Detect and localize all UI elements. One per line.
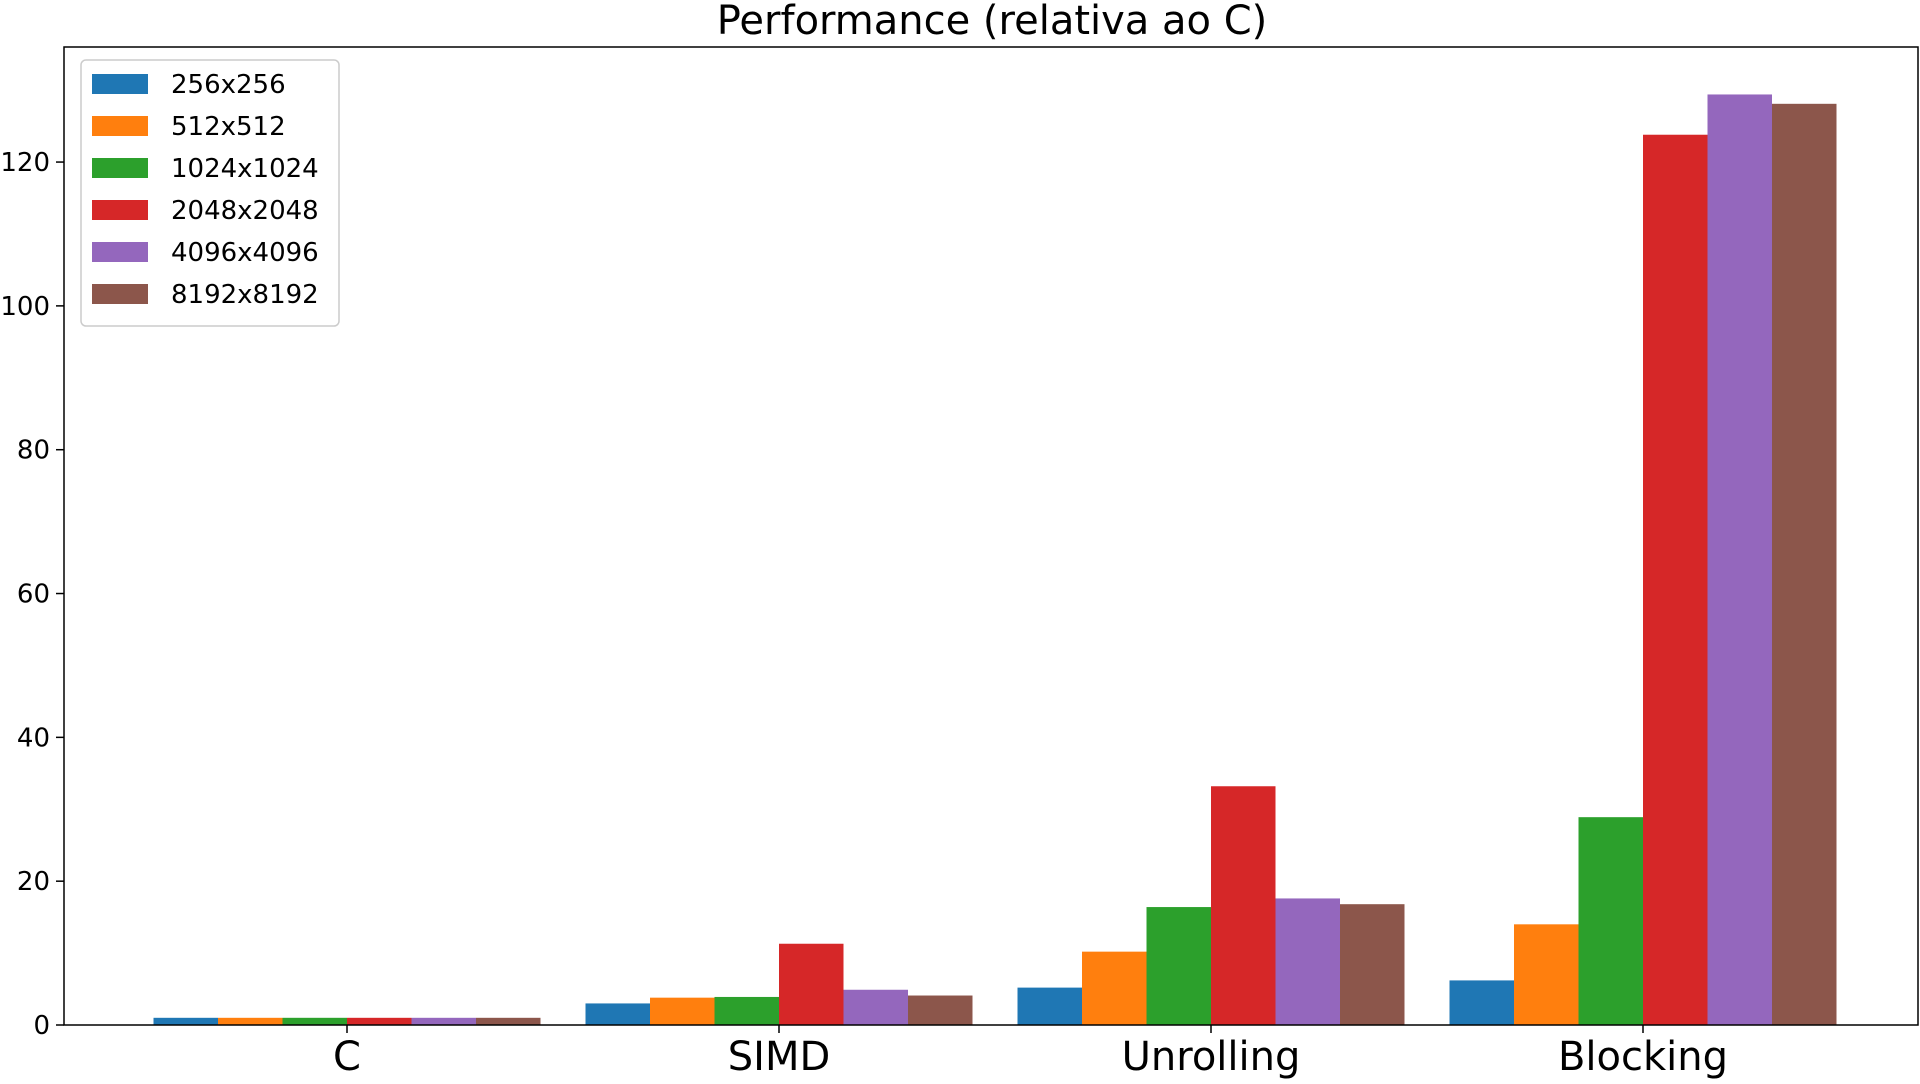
y-tick-label: 20 bbox=[17, 867, 50, 897]
y-tick-label: 80 bbox=[17, 436, 50, 466]
x-tick-label: C bbox=[333, 1034, 361, 1080]
bar-4096x4096-SIMD bbox=[843, 989, 908, 1025]
bar-512x512-C bbox=[218, 1017, 283, 1025]
bar-256x256-SIMD bbox=[585, 1003, 650, 1025]
bar-256x256-C bbox=[153, 1017, 218, 1025]
legend-label-256x256: 256x256 bbox=[171, 70, 286, 100]
y-tick-label: 40 bbox=[17, 723, 50, 753]
legend-swatch-8192x8192 bbox=[92, 284, 148, 304]
legend-swatch-256x256 bbox=[92, 74, 148, 94]
bar-4096x4096-Unrolling bbox=[1275, 898, 1340, 1025]
bar-1024x1024-Unrolling bbox=[1146, 907, 1211, 1025]
legend-swatch-2048x2048 bbox=[92, 200, 148, 220]
bar-2048x2048-SIMD bbox=[779, 943, 844, 1025]
y-tick-label: 60 bbox=[17, 580, 50, 610]
chart-title: Performance (relativa ao C) bbox=[717, 0, 1268, 44]
legend-swatch-512x512 bbox=[92, 116, 148, 136]
bar-512x512-Unrolling bbox=[1082, 951, 1147, 1025]
bar-8192x8192-Blocking bbox=[1772, 103, 1837, 1025]
axes-layer: 0 20 40 60 80 100 120 C SIMD Unrolling Blocking bbox=[0, 46, 1919, 1080]
bar-1024x1024-SIMD bbox=[714, 996, 779, 1025]
bar-256x256-Unrolling bbox=[1017, 987, 1082, 1025]
legend-label-2048x2048: 2048x2048 bbox=[171, 196, 319, 226]
bar-1024x1024-Blocking bbox=[1578, 817, 1643, 1025]
bar-8192x8192-SIMD bbox=[908, 995, 973, 1025]
plot-frame bbox=[63, 46, 1919, 1026]
bars-layer bbox=[153, 94, 1837, 1026]
bar-2048x2048-C bbox=[347, 1017, 412, 1025]
bar-2048x2048-Blocking bbox=[1643, 134, 1708, 1026]
legend-swatch-1024x1024 bbox=[92, 158, 148, 178]
bar-512x512-Blocking bbox=[1514, 924, 1579, 1025]
legend-swatch-4096x4096 bbox=[92, 242, 148, 262]
y-tick-label: 120 bbox=[0, 148, 50, 178]
legend-label-1024x1024: 1024x1024 bbox=[171, 154, 319, 184]
y-tick-label: 0 bbox=[33, 1011, 50, 1041]
y-tick-label: 100 bbox=[0, 292, 50, 322]
bar-1024x1024-C bbox=[282, 1017, 347, 1025]
legend: 256x256 512x512 1024x1024 2048x2048 4096x409… bbox=[80, 59, 340, 327]
bar-512x512-SIMD bbox=[650, 997, 715, 1025]
x-tick-label: Blocking bbox=[1558, 1034, 1728, 1080]
bar-4096x4096-C bbox=[411, 1017, 476, 1025]
x-tick-label: Unrolling bbox=[1122, 1034, 1301, 1080]
bar-2048x2048-Unrolling bbox=[1211, 786, 1276, 1025]
legend-label-4096x4096: 4096x4096 bbox=[171, 238, 319, 268]
bar-8192x8192-Unrolling bbox=[1340, 904, 1405, 1025]
legend-label-512x512: 512x512 bbox=[171, 112, 286, 142]
x-tick-label: SIMD bbox=[728, 1034, 831, 1080]
bar-4096x4096-Blocking bbox=[1707, 94, 1772, 1025]
bar-8192x8192-C bbox=[476, 1017, 541, 1025]
legend-label-8192x8192: 8192x8192 bbox=[171, 280, 319, 310]
bar-256x256-Blocking bbox=[1449, 980, 1514, 1025]
